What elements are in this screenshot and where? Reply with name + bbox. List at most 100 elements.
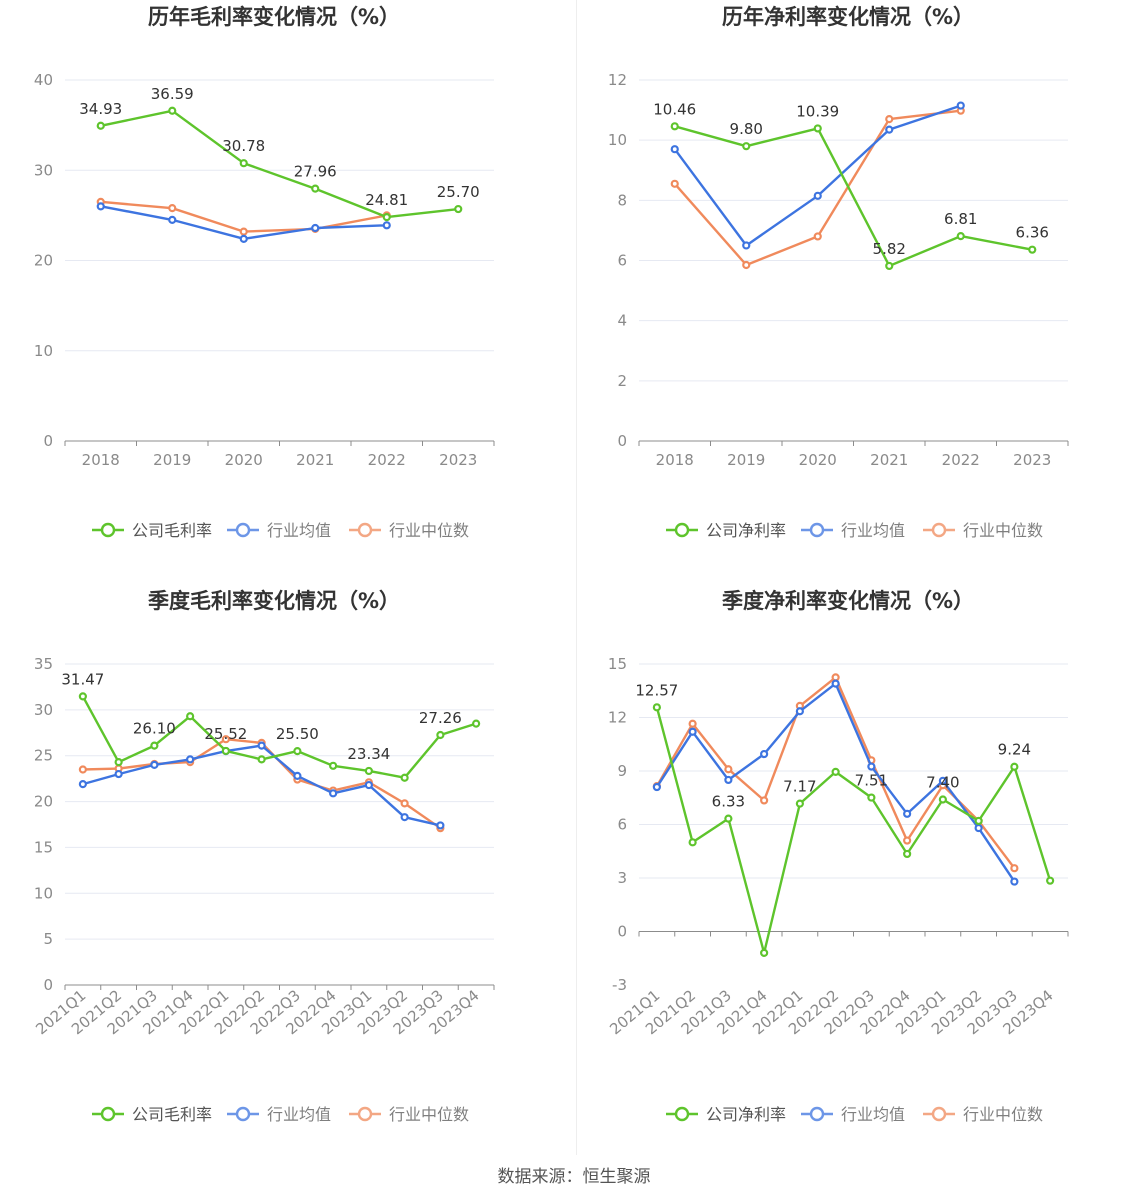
data-point-company xyxy=(813,124,822,133)
data-point-company xyxy=(1046,876,1055,885)
data-label: 9.80 xyxy=(730,120,763,138)
data-point-median xyxy=(742,260,751,270)
legend-label: 公司净利率 xyxy=(706,1105,786,1124)
data-point-avg xyxy=(670,145,679,154)
legend-label: 行业均值 xyxy=(841,1105,905,1124)
data-point-company xyxy=(114,758,123,767)
data-label: 34.93 xyxy=(79,100,122,118)
x-tick-label: 2023 xyxy=(1013,451,1051,469)
y-tick-label: 3 xyxy=(617,869,627,887)
data-point-company xyxy=(364,766,373,776)
data-point-avg xyxy=(150,760,159,769)
data-label: 25.50 xyxy=(276,725,319,743)
legend-label: 行业均值 xyxy=(267,521,331,540)
panel-divider xyxy=(576,0,577,1155)
chart-svg: 季度毛利率变化情况（%）051015202530352021Q12021Q220… xyxy=(32,589,495,1124)
data-label: 7.51 xyxy=(855,772,888,790)
data-label: 7.40 xyxy=(926,774,959,792)
data-point-company xyxy=(1010,762,1019,771)
series-line-company xyxy=(674,125,1033,268)
data-point-company xyxy=(903,849,912,859)
data-point-avg xyxy=(436,821,445,830)
y-tick-label: 20 xyxy=(34,252,53,270)
legend-item-avg: 行业均值 xyxy=(227,521,331,540)
legend-item-company: 公司净利率 xyxy=(666,1105,786,1124)
legend-item-company: 公司净利率 xyxy=(666,521,786,540)
data-point-median xyxy=(724,765,733,774)
legend-label: 行业均值 xyxy=(267,1105,331,1124)
y-tick-label: 35 xyxy=(34,655,53,673)
data-label: 36.59 xyxy=(151,85,194,103)
data-point-avg xyxy=(186,755,195,764)
data-point-company xyxy=(974,816,983,826)
chart-svg: 历年毛利率变化情况（%） 0 10 20 30 40 2018 2019 2020 2021 202… xyxy=(34,5,495,540)
y-tick-label: 8 xyxy=(617,191,627,209)
data-point-avg xyxy=(114,769,123,779)
data-point-company xyxy=(239,159,248,168)
data-point-company xyxy=(688,838,697,847)
legend-marker xyxy=(235,522,251,538)
data-label: 5.82 xyxy=(873,240,906,258)
data-point-avg xyxy=(742,241,751,250)
series-line-median xyxy=(673,109,961,267)
data-point-median xyxy=(1010,864,1019,873)
data-label: 6.33 xyxy=(712,793,745,811)
legend-label: 公司毛利率 xyxy=(132,1105,212,1124)
legend-item-avg: 行业均值 xyxy=(801,521,905,540)
legend-label: 行业中位数 xyxy=(963,521,1043,540)
data-label: 26.10 xyxy=(133,720,176,738)
data-point-avg xyxy=(96,202,105,211)
data-point-avg xyxy=(903,809,912,818)
chart-title: 季度毛利率变化情况（%） xyxy=(148,589,400,613)
series-line-company xyxy=(81,695,477,779)
y-tick-label: -3 xyxy=(612,976,627,994)
data-point-company xyxy=(956,232,965,241)
chart-title: 历年净利率变化情况（%） xyxy=(722,5,974,29)
data-point-avg xyxy=(974,823,983,833)
data-point-avg xyxy=(831,679,840,688)
data-point-company xyxy=(795,799,804,808)
chart-svg: 季度净利率变化情况（%）-3036912152021Q12021Q22021Q3… xyxy=(606,589,1069,1124)
data-point-avg xyxy=(813,191,822,200)
data-point-median xyxy=(903,836,912,845)
data-point-median xyxy=(670,179,679,188)
series-line-company xyxy=(655,706,1052,955)
x-tick-label: 2018 xyxy=(82,451,120,469)
data-label: 23.34 xyxy=(347,745,390,763)
y-tick-label: 2 xyxy=(617,372,627,390)
data-point-avg xyxy=(885,125,894,134)
data-point-company xyxy=(472,719,481,728)
data-point-company xyxy=(382,212,391,222)
y-tick-label: 25 xyxy=(34,747,53,765)
y-tick-label: 12 xyxy=(608,709,627,727)
x-tick-label: 2019 xyxy=(727,451,765,469)
data-point-median xyxy=(78,765,87,774)
data-point-company xyxy=(257,755,266,764)
chart-quarterly-net-margin: 季度净利率变化情况（%） -3 0 3 6 9 12 15 2021Q1 2021Q2 2021Q3… xyxy=(574,584,1148,1164)
series-line-company xyxy=(100,109,459,219)
legend-item-median: 行业中位数 xyxy=(923,1105,1043,1124)
data-point-company xyxy=(186,712,195,721)
legend-item-company: 公司毛利率 xyxy=(92,1105,212,1124)
data-label: 12.57 xyxy=(635,681,678,699)
legend-label: 行业中位数 xyxy=(389,521,469,540)
x-tick-label: 2023 xyxy=(439,451,477,469)
data-point-avg xyxy=(795,707,804,716)
data-point-company xyxy=(1028,245,1037,254)
x-tick-label: 2022 xyxy=(368,451,406,469)
legend-marker xyxy=(809,522,825,538)
legend-item-company: 公司毛利率 xyxy=(92,521,212,540)
chart-svg: 历年净利率变化情况（%） 0 2 4 6 8 10 12 2018 2019 2020 2021 202… xyxy=(608,5,1069,540)
data-point-avg xyxy=(257,741,266,750)
data-point-avg xyxy=(938,776,947,785)
data-point-avg xyxy=(239,234,248,243)
data-point-median xyxy=(221,735,230,744)
data-label: 10.46 xyxy=(653,100,696,118)
chart-title: 历年毛利率变化情况（%） xyxy=(148,5,400,29)
legend-item-avg: 行业均值 xyxy=(227,1105,331,1124)
data-point-company xyxy=(938,795,947,804)
y-tick-label: 0 xyxy=(617,923,627,941)
x-tick-label: 2020 xyxy=(799,451,837,469)
data-point-company xyxy=(78,692,87,701)
data-label: 24.81 xyxy=(365,191,408,209)
